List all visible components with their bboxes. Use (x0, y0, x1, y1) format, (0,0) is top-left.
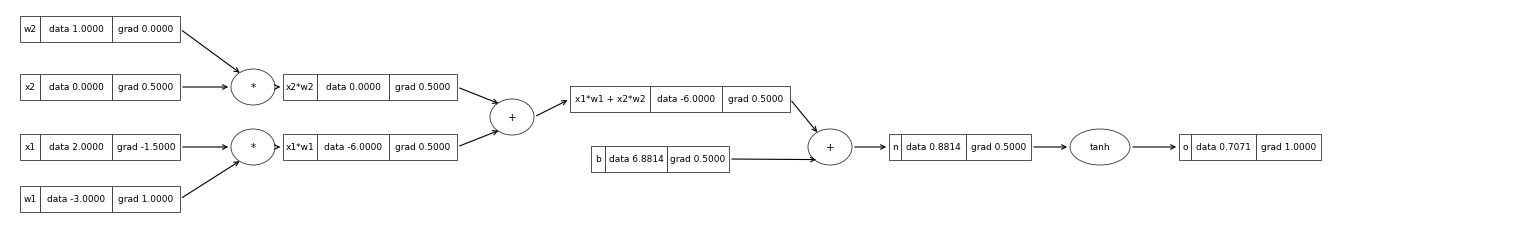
Bar (20, 75, 40, 101)
Bar (20, 134, 40, 160)
Text: grad 0.5000: grad 0.5000 (728, 95, 784, 104)
Bar (317, 75, 389, 101)
Bar (40, 186, 111, 212)
Bar (40, 134, 111, 160)
Bar (111, 134, 180, 160)
Bar (890, 134, 900, 160)
Text: grad 0.0000: grad 0.0000 (119, 25, 174, 34)
Bar (591, 146, 604, 172)
Ellipse shape (1070, 129, 1129, 165)
Bar (40, 75, 111, 101)
Ellipse shape (230, 70, 275, 106)
Bar (20, 186, 40, 212)
Ellipse shape (807, 129, 852, 165)
Bar (20, 17, 40, 43)
Text: n: n (893, 143, 897, 152)
Text: x1*w1: x1*w1 (285, 143, 314, 152)
Text: *: * (250, 142, 255, 152)
Text: grad 0.5000: grad 0.5000 (971, 143, 1025, 152)
Bar (650, 87, 722, 113)
Text: data 6.8814: data 6.8814 (609, 155, 664, 164)
Text: data -3.0000: data -3.0000 (47, 195, 105, 204)
Text: grad 0.5000: grad 0.5000 (395, 83, 450, 92)
Text: data -6.0000: data -6.0000 (656, 95, 716, 104)
Bar (604, 146, 667, 172)
Text: grad 0.5000: grad 0.5000 (670, 155, 726, 164)
Text: grad 0.5000: grad 0.5000 (119, 83, 174, 92)
Text: x1: x1 (24, 143, 35, 152)
Bar (571, 87, 650, 113)
Bar (111, 75, 180, 101)
Text: grad 0.5000: grad 0.5000 (395, 143, 450, 152)
Text: data 0.7071: data 0.7071 (1196, 143, 1251, 152)
Text: b: b (595, 155, 601, 164)
Text: x2: x2 (24, 83, 35, 92)
Bar (900, 134, 966, 160)
Bar (111, 186, 180, 212)
Text: data 2.0000: data 2.0000 (49, 143, 104, 152)
Bar (722, 87, 790, 113)
Text: grad -1.5000: grad -1.5000 (118, 143, 175, 152)
Bar (667, 146, 729, 172)
Text: data 0.8814: data 0.8814 (906, 143, 961, 152)
Text: data 0.0000: data 0.0000 (325, 83, 380, 92)
Bar (1256, 134, 1322, 160)
Text: +: + (508, 113, 516, 122)
Text: w2: w2 (23, 25, 37, 34)
Bar (1180, 134, 1190, 160)
Bar (389, 75, 456, 101)
Ellipse shape (230, 129, 275, 165)
Text: +: + (826, 142, 835, 152)
Text: data 0.0000: data 0.0000 (49, 83, 104, 92)
Bar (317, 134, 389, 160)
Ellipse shape (490, 100, 534, 135)
Text: data -6.0000: data -6.0000 (324, 143, 382, 152)
Text: tanh: tanh (1090, 143, 1111, 152)
Bar (389, 134, 456, 160)
Bar (282, 134, 317, 160)
Text: o: o (1183, 143, 1187, 152)
Text: x2*w2: x2*w2 (285, 83, 314, 92)
Text: w1: w1 (23, 195, 37, 204)
Text: grad 1.0000: grad 1.0000 (1260, 143, 1315, 152)
Bar (282, 75, 317, 101)
Bar (966, 134, 1032, 160)
Text: *: * (250, 83, 255, 93)
Text: grad 1.0000: grad 1.0000 (119, 195, 174, 204)
Bar (1190, 134, 1256, 160)
Text: x1*w1 + x2*w2: x1*w1 + x2*w2 (575, 95, 645, 104)
Text: data 1.0000: data 1.0000 (49, 25, 104, 34)
Bar (111, 17, 180, 43)
Bar (40, 17, 111, 43)
